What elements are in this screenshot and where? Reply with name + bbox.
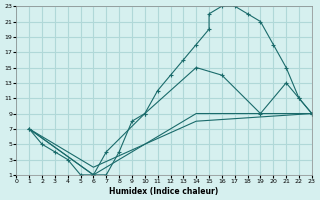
X-axis label: Humidex (Indice chaleur): Humidex (Indice chaleur): [109, 187, 219, 196]
